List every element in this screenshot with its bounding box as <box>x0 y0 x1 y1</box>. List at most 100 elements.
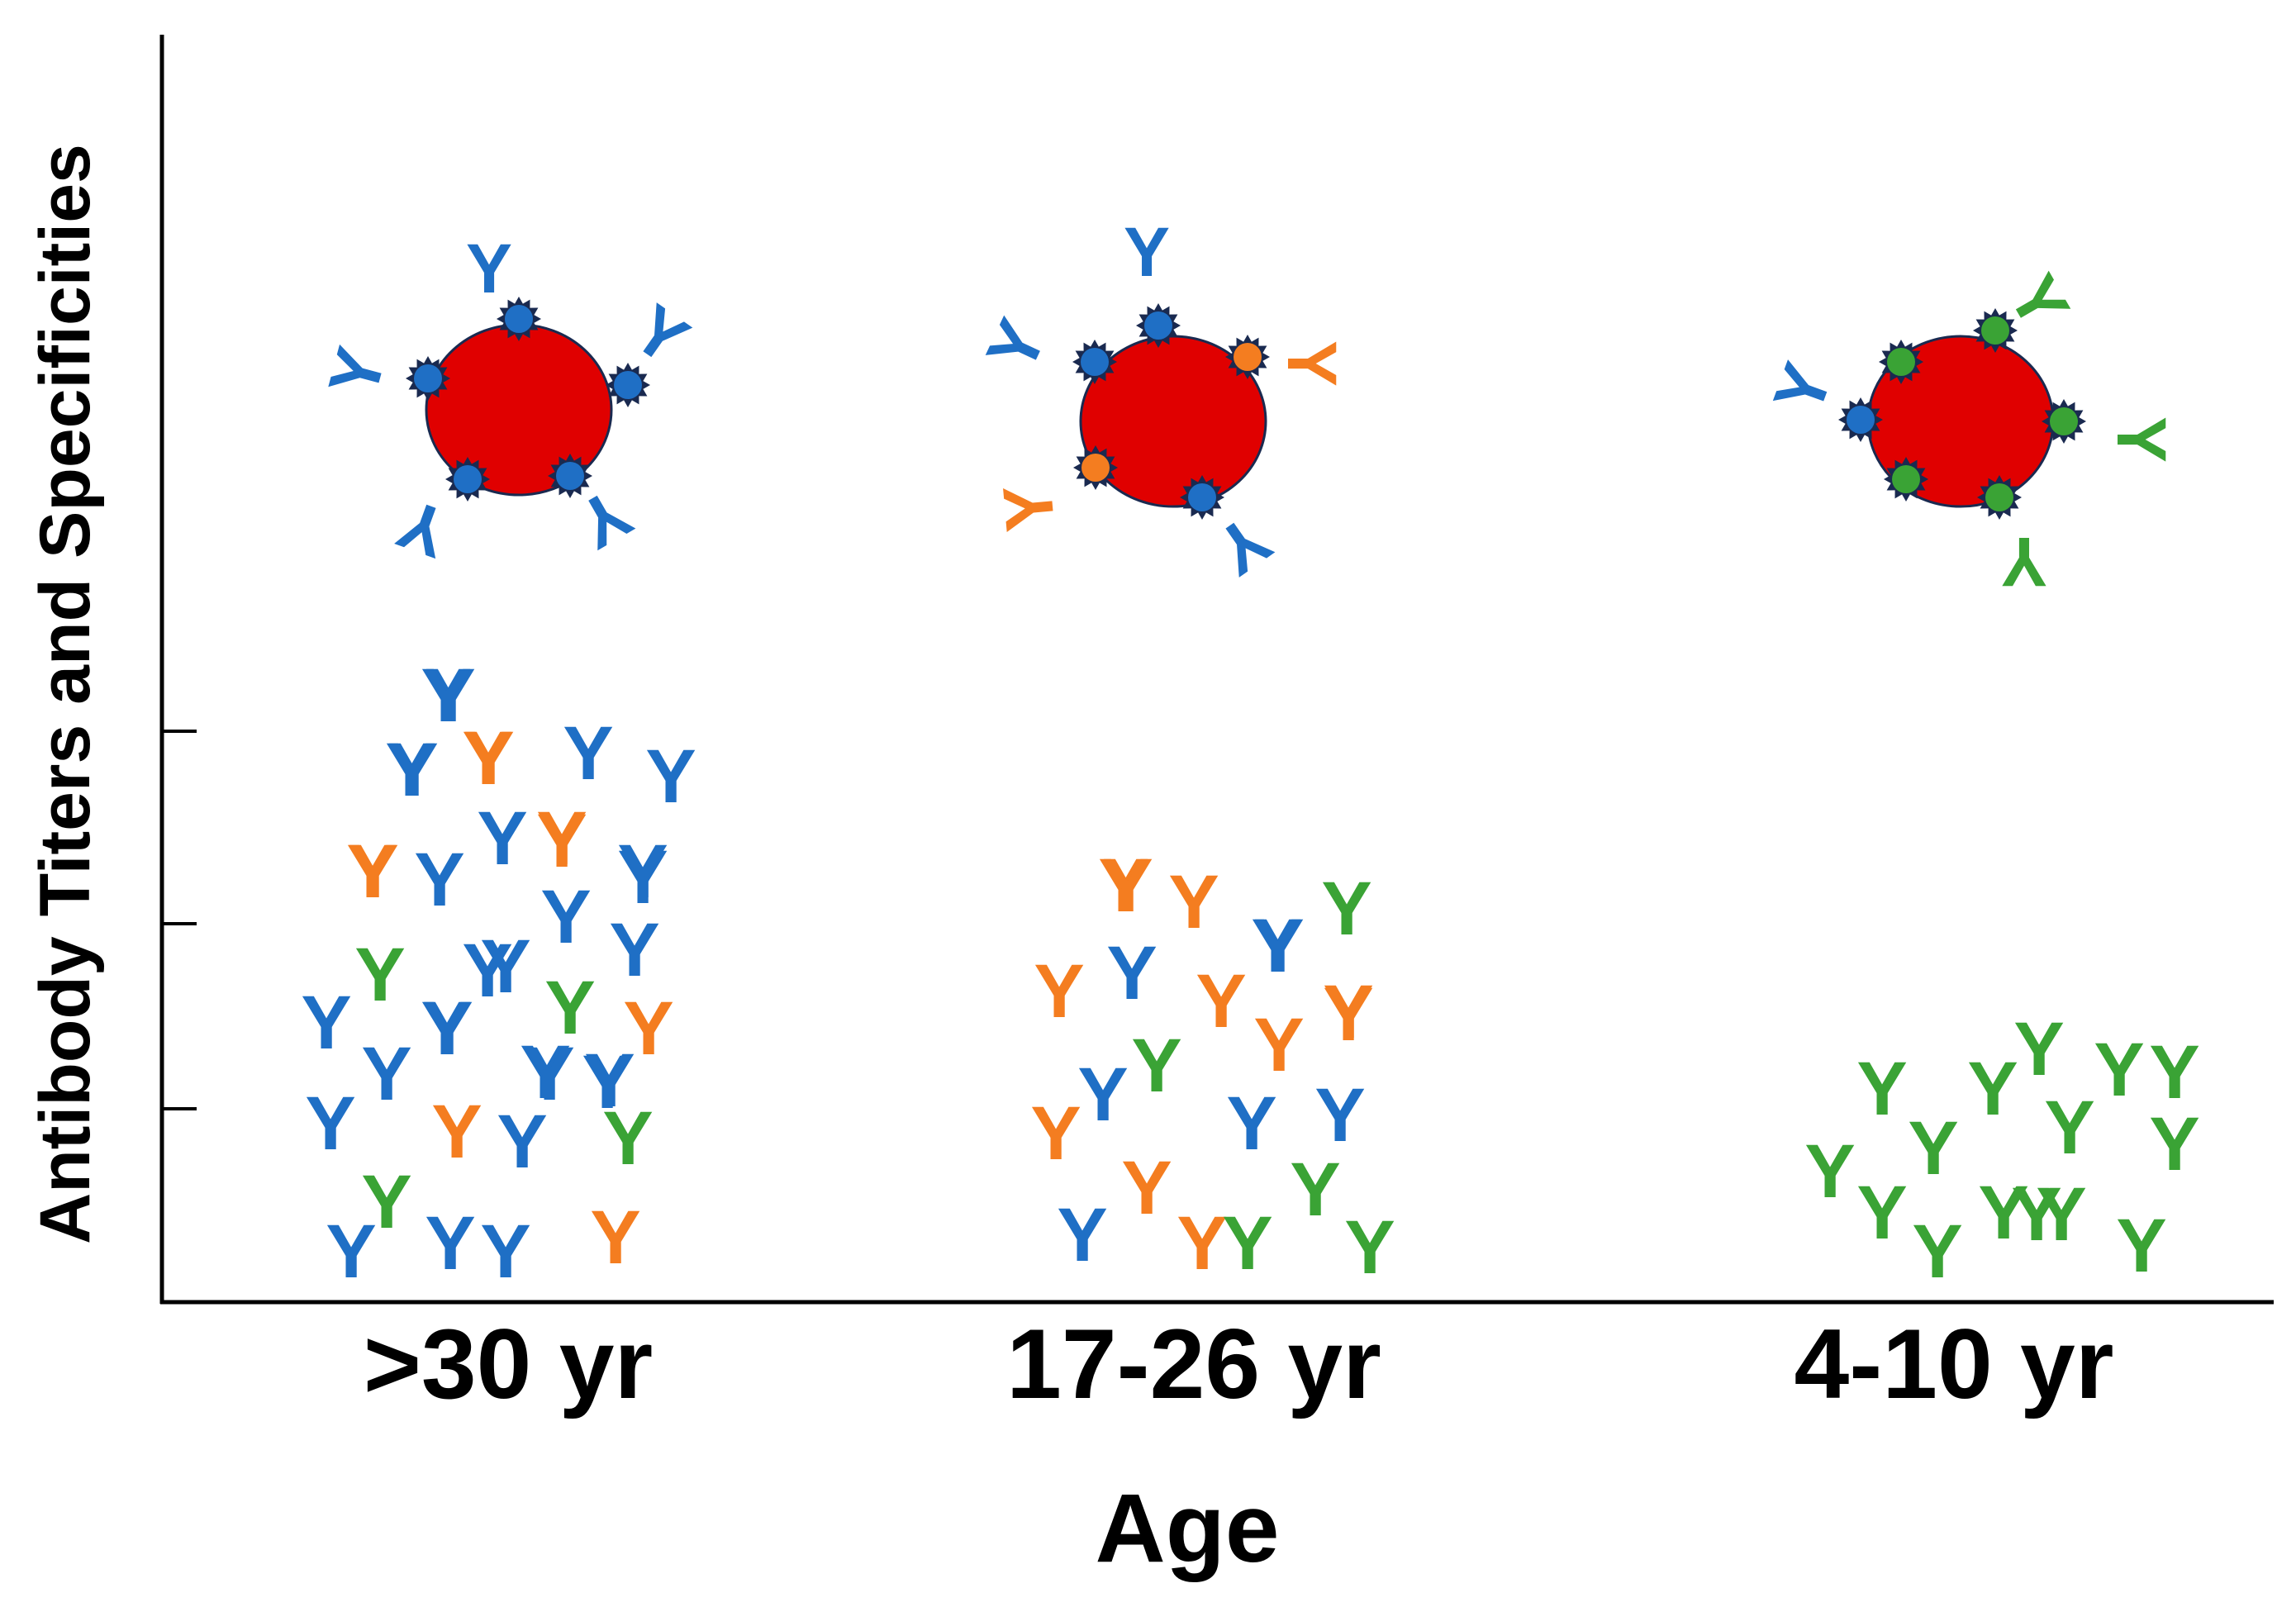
antibody-blue: Y <box>462 929 512 1013</box>
antibody-blue: Y <box>617 830 668 914</box>
epitope-blue <box>556 462 584 490</box>
antibody-green: Y <box>1908 1106 1958 1191</box>
bound-antibody-blue: Y <box>1124 213 1170 291</box>
bound-antibody-blue: Y <box>1758 354 1847 424</box>
epitope-blue <box>1188 483 1216 511</box>
antibody-blue: Y <box>425 654 475 738</box>
epitope-orange <box>1081 454 1110 482</box>
antibody-green: Y <box>544 966 595 1050</box>
epitope-orange <box>1234 343 1262 371</box>
antibody-blue: Y <box>609 908 659 992</box>
antibody-blue: Y <box>540 875 591 959</box>
antibody-blue: Y <box>617 835 668 920</box>
antibody-green: Y <box>2149 1030 2199 1115</box>
antibody-blue: Y <box>477 796 527 881</box>
antibody-orange: Y <box>1168 860 1219 944</box>
epitope-green <box>2050 407 2078 435</box>
x-tick-label-gt30: >30 yr <box>364 1309 653 1419</box>
antibody-green: Y <box>2094 1028 2144 1112</box>
antibody-orange: Y <box>431 1090 482 1174</box>
antibody-orange: Y <box>1121 1146 1172 1230</box>
antibody-blue: Y <box>1057 1193 1107 1277</box>
antibody-blue: Y <box>1314 1073 1365 1158</box>
antibody-orange: Y <box>590 1196 640 1280</box>
epitope-blue <box>414 364 442 392</box>
antibody-orange: Y <box>462 716 512 801</box>
antibody-orange: Y <box>1323 972 1373 1057</box>
antibody-blue: Y <box>421 987 471 1071</box>
bound-antibody-blue: Y <box>620 289 702 379</box>
bound-antibody-blue: Y <box>388 484 459 573</box>
antibody-blue: Y <box>361 1032 411 1116</box>
antibody-blue: Y <box>480 1210 530 1294</box>
antibody-green: Y <box>1131 1024 1181 1108</box>
antibody-blue: Y <box>524 1032 574 1116</box>
antibody-blue: Y <box>305 1082 355 1166</box>
antibody-green: Y <box>2011 1172 2061 1257</box>
antibody-orange: Y <box>346 830 397 914</box>
antibody-green: Y <box>1321 867 1371 951</box>
axes <box>159 35 2274 1305</box>
x-axis-label: Age <box>1096 1474 1280 1583</box>
antibody-blue: Y <box>480 925 530 1009</box>
bound-antibody-green: Y <box>2001 523 2047 601</box>
antibody-green: Y <box>361 1160 411 1244</box>
antibody-green: Y <box>1967 1047 2018 1131</box>
antibody-green: Y <box>602 1096 653 1181</box>
antibody-blue: Y <box>421 654 471 738</box>
bound-antibody-blue: Y <box>313 340 400 404</box>
antibody-blue: Y <box>422 987 473 1071</box>
antibody-green: Y <box>354 933 405 1017</box>
antibody-green: Y <box>2149 1102 2199 1186</box>
antibody-blue: Y <box>301 981 351 1065</box>
antibody-blue: Y <box>414 838 464 922</box>
antibody-orange: Y <box>536 796 587 881</box>
antibody-orange: Y <box>1034 949 1084 1034</box>
antibody-blue: Y <box>1253 904 1304 988</box>
antibody-blue: Y <box>387 728 438 812</box>
antibody-blue: Y <box>563 711 613 796</box>
bound-antibody-blue: Y <box>1202 500 1285 590</box>
antibody-blue: Y <box>645 735 696 819</box>
antibody-orange: Y <box>1196 959 1246 1044</box>
bound-antibody-orange: Y <box>1273 340 1351 387</box>
bound-antibody-green: Y <box>2103 416 2180 463</box>
bound-antibody-blue: Y <box>466 230 512 307</box>
antibody-orange: Y <box>536 799 587 883</box>
antibody-green: Y <box>2036 1172 2086 1257</box>
antibody-orange: Y <box>1030 1091 1081 1176</box>
antibody-orange: Y <box>1177 1201 1227 1286</box>
bound-antibody-blue: Y <box>972 308 1062 383</box>
antibody-blue: Y <box>1077 1053 1128 1137</box>
y-axis-label: Antibody Titers and Specificities <box>26 144 105 1244</box>
antibody-blue: Y <box>497 1100 547 1184</box>
antibody-green: Y <box>1856 1047 1907 1131</box>
antibody-orange: Y <box>463 716 514 801</box>
antibody-green: Y <box>1290 1148 1340 1232</box>
epitope-blue <box>1847 406 1875 434</box>
antibody-green: Y <box>1856 1171 1907 1255</box>
antibody-green: Y <box>1978 1171 2028 1255</box>
antibody-green: Y <box>1344 1205 1395 1290</box>
antibody-blue: Y <box>425 1201 475 1286</box>
epitope-green <box>1981 316 2009 345</box>
antibody-orange: Y <box>1098 844 1148 928</box>
antibody-blue: Y <box>520 1030 570 1115</box>
antibody-blue: Y <box>582 1040 632 1124</box>
antibody-orange: Y <box>1102 844 1153 928</box>
antibody-green: Y <box>1804 1129 1855 1214</box>
antibody-green: Y <box>1222 1201 1272 1286</box>
antibody-green: Y <box>1912 1210 1962 1294</box>
epitope-blue <box>454 465 482 493</box>
epitope-blue <box>1144 311 1172 340</box>
epitope-blue <box>505 305 533 333</box>
antibody-green: Y <box>2044 1086 2094 1170</box>
epitope-blue <box>614 371 642 399</box>
antibody-green: Y <box>2013 1007 2064 1091</box>
